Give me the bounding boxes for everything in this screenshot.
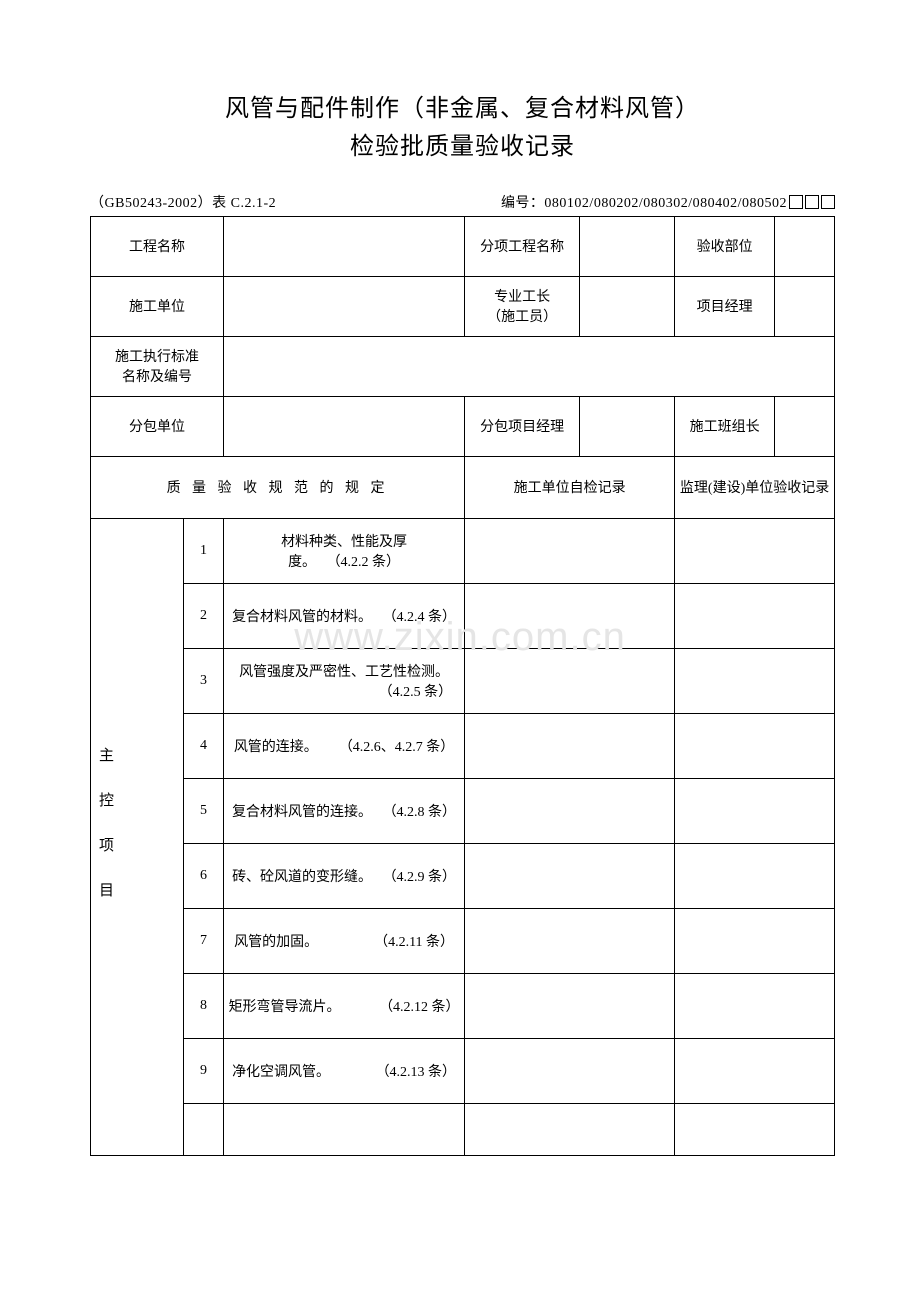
item-num-1: 1 (184, 518, 224, 583)
item-accept-10 (675, 1103, 835, 1155)
item-row-6: 6 砖、砼风道的变形缝。 （4.2.9 条） (91, 843, 835, 908)
sub-project-value (580, 216, 675, 276)
sub-pm-value (580, 396, 675, 456)
section-col3: 监理(建设)单位验收记录 (675, 456, 835, 518)
section-header-row: 质 量 验 收 规 范 的 规 定 施工单位自检记录 监理(建设)单位验收记录 (91, 456, 835, 518)
item-check-5 (465, 778, 675, 843)
item-num-8: 8 (184, 973, 224, 1038)
page-container: 风管与配件制作（非金属、复合材料风管） 检验批质量验收记录 （GB50243-2… (0, 0, 920, 1156)
item-accept-3 (675, 648, 835, 713)
item-accept-6 (675, 843, 835, 908)
item-check-2 (465, 583, 675, 648)
item-check-3 (465, 648, 675, 713)
project-name-value (224, 216, 465, 276)
item-desc-10 (224, 1103, 465, 1155)
item-row-9: 9 净化空调风管。 （4.2.13 条） (91, 1038, 835, 1103)
item-accept-2 (675, 583, 835, 648)
item-check-1 (465, 518, 675, 583)
section-col1: 质 量 验 收 规 范 的 规 定 (91, 456, 465, 518)
item-num-4: 4 (184, 713, 224, 778)
sub-project-label: 分项工程名称 (465, 216, 580, 276)
item-accept-5 (675, 778, 835, 843)
item-desc-3: 风管强度及严密性、工艺性检测。（4.2.5 条） (224, 648, 465, 713)
header-number: 编号：080102/080202/080302/080402/080502 (501, 192, 835, 212)
item-num-5: 5 (184, 778, 224, 843)
item-desc-9: 净化空调风管。 （4.2.13 条） (224, 1038, 465, 1103)
header-number-text: 编号：080102/080202/080302/080402/080502 (501, 192, 787, 212)
section-col2: 施工单位自检记录 (465, 456, 675, 518)
item-row-5: 5 复合材料风管的连接。 （4.2.8 条） (91, 778, 835, 843)
item-desc-8: 矩形弯管导流片。 （4.2.12 条） (224, 973, 465, 1038)
item-row-2: 2 复合材料风管的材料。 （4.2.4 条） (91, 583, 835, 648)
info-row-1: 工程名称 分项工程名称 验收部位 (91, 216, 835, 276)
main-category-cell: 主控项目 (91, 518, 184, 1155)
info-row-4: 分包单位 分包项目经理 施工班组长 (91, 396, 835, 456)
info-row-3: 施工执行标准 名称及编号 (91, 336, 835, 396)
item-accept-1 (675, 518, 835, 583)
item-num-6: 6 (184, 843, 224, 908)
item-num-7: 7 (184, 908, 224, 973)
checkbox-1 (789, 195, 803, 209)
item-desc-5: 复合材料风管的连接。 （4.2.8 条） (224, 778, 465, 843)
item-desc-1: 材料种类、性能及厚度。 （4.2.2 条） (224, 518, 465, 583)
item-desc-4: 风管的连接。 （4.2.6、4.2.7 条） (224, 713, 465, 778)
subcontractor-value (224, 396, 465, 456)
header-row: （GB50243-2002）表 C.2.1-2 编号：080102/080202… (90, 192, 835, 212)
checkbox-3 (821, 195, 835, 209)
project-manager-value (775, 276, 835, 336)
header-standard: （GB50243-2002）表 C.2.1-2 (90, 192, 276, 212)
page-title: 风管与配件制作（非金属、复合材料风管） 检验批质量验收记录 (90, 90, 835, 167)
item-accept-9 (675, 1038, 835, 1103)
item-row-10 (91, 1103, 835, 1155)
foreman-value (580, 276, 675, 336)
item-check-6 (465, 843, 675, 908)
item-row-7: 7 风管的加固。 （4.2.11 条） (91, 908, 835, 973)
item-row-8: 8 矩形弯管导流片。 （4.2.12 条） (91, 973, 835, 1038)
item-desc-7: 风管的加固。 （4.2.11 条） (224, 908, 465, 973)
item-num-9: 9 (184, 1038, 224, 1103)
sub-pm-label: 分包项目经理 (465, 396, 580, 456)
foreman-label: 专业工长 （施工员） (465, 276, 580, 336)
accept-part-value (775, 216, 835, 276)
item-row-1: 主控项目 1 材料种类、性能及厚度。 （4.2.2 条） (91, 518, 835, 583)
subcontractor-label: 分包单位 (91, 396, 224, 456)
team-leader-label: 施工班组长 (675, 396, 775, 456)
item-desc-2: 复合材料风管的材料。 （4.2.4 条） (224, 583, 465, 648)
item-check-9 (465, 1038, 675, 1103)
item-check-7 (465, 908, 675, 973)
title-line-2: 检验批质量验收记录 (90, 128, 835, 166)
item-accept-8 (675, 973, 835, 1038)
info-row-2: 施工单位 专业工长 （施工员） 项目经理 (91, 276, 835, 336)
item-accept-7 (675, 908, 835, 973)
main-table: 工程名称 分项工程名称 验收部位 施工单位 专业工长 （施工员） 项目经理 施工… (90, 216, 835, 1156)
construction-unit-label: 施工单位 (91, 276, 224, 336)
checkbox-2 (805, 195, 819, 209)
item-check-4 (465, 713, 675, 778)
item-num-2: 2 (184, 583, 224, 648)
main-category-text: 主控项目 (95, 747, 116, 927)
title-line-1: 风管与配件制作（非金属、复合材料风管） (90, 90, 835, 128)
standard-value (224, 336, 835, 396)
construction-unit-value (224, 276, 465, 336)
item-check-10 (465, 1103, 675, 1155)
item-desc-6: 砖、砼风道的变形缝。 （4.2.9 条） (224, 843, 465, 908)
item-num-3: 3 (184, 648, 224, 713)
accept-part-label: 验收部位 (675, 216, 775, 276)
team-leader-value (775, 396, 835, 456)
project-name-label: 工程名称 (91, 216, 224, 276)
standard-label: 施工执行标准 名称及编号 (91, 336, 224, 396)
item-check-8 (465, 973, 675, 1038)
item-accept-4 (675, 713, 835, 778)
item-row-3: 3 风管强度及严密性、工艺性检测。（4.2.5 条） (91, 648, 835, 713)
item-row-4: 4 风管的连接。 （4.2.6、4.2.7 条） (91, 713, 835, 778)
project-manager-label: 项目经理 (675, 276, 775, 336)
item-num-10 (184, 1103, 224, 1155)
